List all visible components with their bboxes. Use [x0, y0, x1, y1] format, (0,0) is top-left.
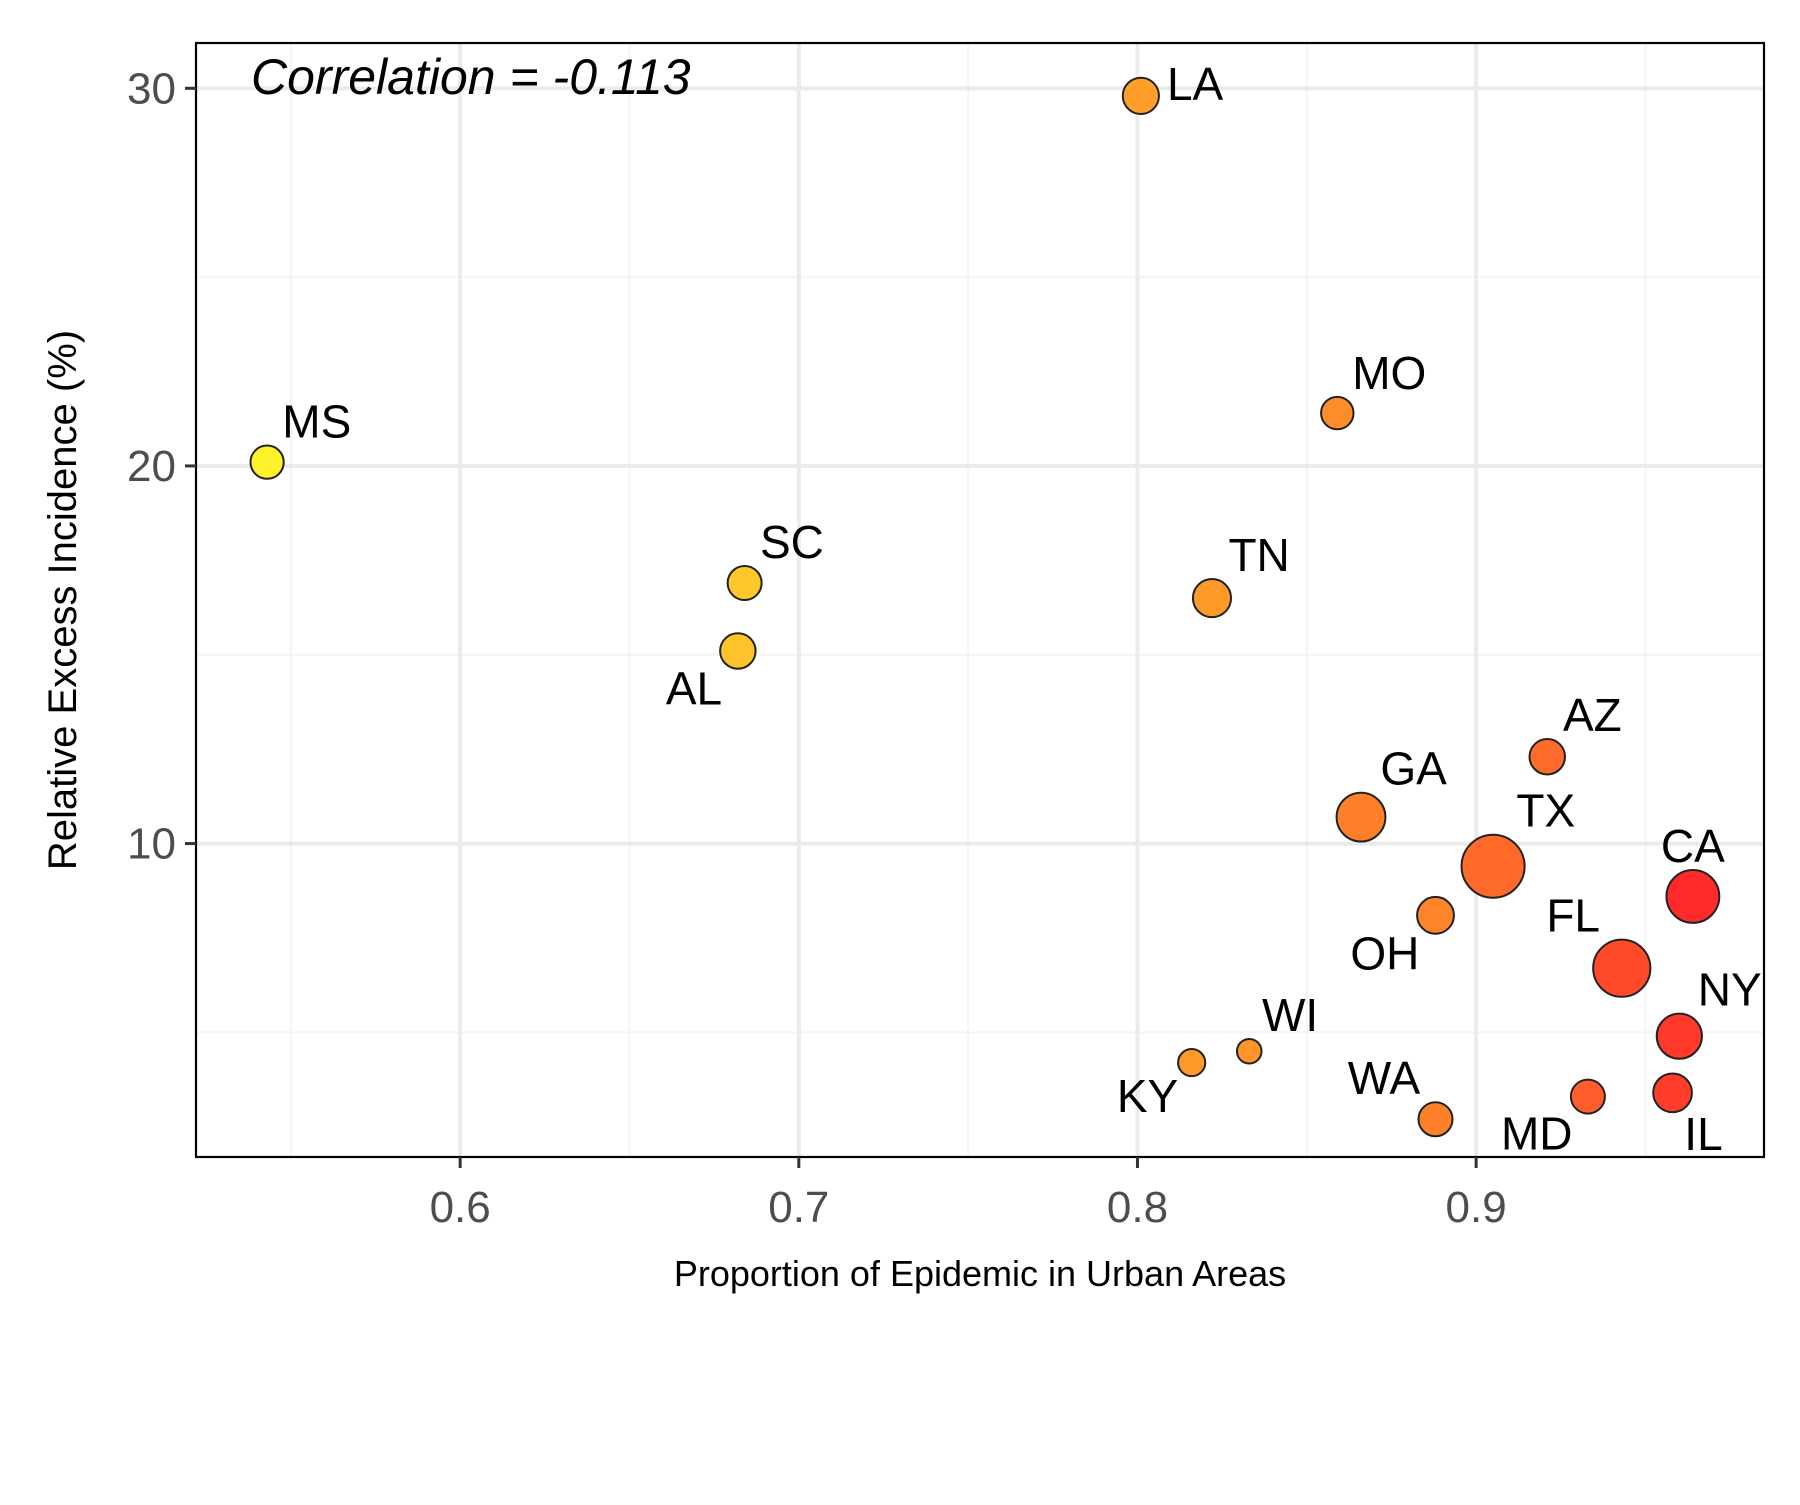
point-sc: [726, 565, 763, 602]
point-label-il: IL: [1684, 1108, 1722, 1160]
point-az: [1528, 737, 1566, 776]
point-md: [1569, 1078, 1606, 1115]
point-label-mo: MO: [1352, 347, 1426, 399]
point-wa: [1417, 1101, 1454, 1138]
point-label-tn: TN: [1228, 529, 1289, 581]
correlation-annotation: Correlation = -0.113: [251, 49, 691, 105]
x-axis-ticks: 0.6 0.7 0.8 0.9: [430, 1157, 1507, 1232]
point-label-ca: CA: [1661, 820, 1725, 872]
point-ca: [1665, 869, 1721, 924]
point-label-la: LA: [1167, 58, 1224, 110]
point-ny: [1655, 1012, 1703, 1060]
point-label-al: AL: [666, 663, 722, 715]
point-tn: [1191, 578, 1233, 619]
point-label-tx: TX: [1516, 785, 1575, 837]
point-label-oh: OH: [1350, 928, 1419, 980]
point-label-ny: NY: [1698, 964, 1762, 1016]
x-axis-title: Proportion of Epidemic in Urban Areas: [674, 1253, 1286, 1294]
point-la: [1121, 76, 1160, 115]
point-wi: [1235, 1037, 1263, 1065]
y-tick-label: 30: [127, 64, 176, 113]
major-gridlines: [196, 43, 1764, 1157]
point-al: [719, 632, 757, 670]
point-mo: [1320, 395, 1355, 431]
plot-panel-border: [194, 41, 1766, 1159]
y-tick-label: 10: [127, 820, 176, 869]
point-ga: [1335, 791, 1387, 843]
point-oh: [1416, 895, 1455, 935]
data-points: [249, 76, 1721, 1138]
point-label-az: AZ: [1563, 689, 1622, 741]
x-tick-label: 0.9: [1446, 1183, 1507, 1232]
point-label-sc: SC: [760, 516, 824, 568]
point-labels: MS SC AL LA TN MO KY WI GA OH WA TX AZ MD FL IL NY CA: [282, 58, 1761, 1160]
y-axis-ticks: 10 20 30: [127, 64, 196, 869]
point-il: [1652, 1072, 1693, 1114]
point-label-wa: WA: [1348, 1052, 1421, 1104]
minor-gridlines: [196, 43, 1764, 1157]
point-tx: [1460, 833, 1526, 899]
point-label-fl: FL: [1546, 890, 1600, 942]
x-tick-label: 0.8: [1107, 1183, 1168, 1232]
point-ky: [1177, 1048, 1207, 1078]
point-label-ga: GA: [1380, 743, 1447, 795]
point-label-ms: MS: [282, 396, 351, 448]
x-tick-label: 0.6: [430, 1183, 491, 1232]
y-axis-title: Relative Excess Incidence (%): [41, 330, 85, 870]
point-ms: [249, 444, 285, 480]
point-label-md: MD: [1501, 1108, 1573, 1160]
y-tick-label: 20: [127, 442, 176, 491]
x-tick-label: 0.7: [768, 1183, 829, 1232]
point-label-ky: KY: [1117, 1070, 1178, 1122]
point-fl: [1592, 938, 1652, 998]
point-label-wi: WI: [1262, 989, 1318, 1041]
